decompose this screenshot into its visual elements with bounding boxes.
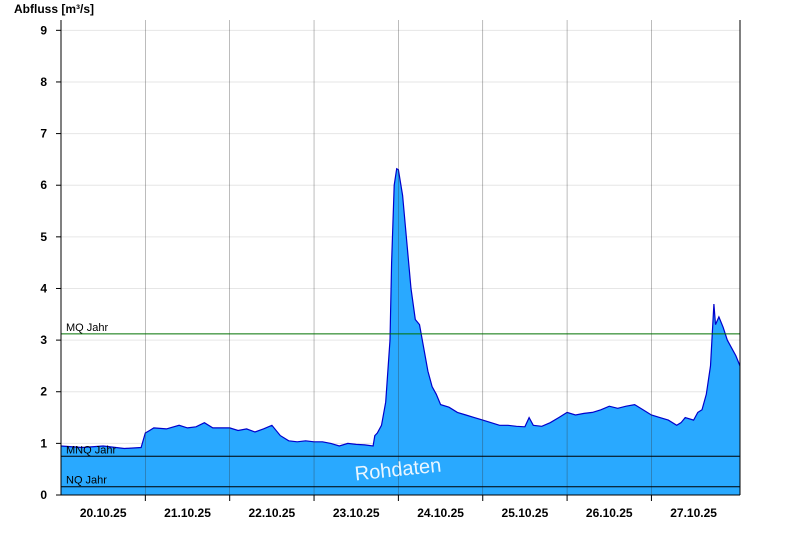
y-tick-label: 7 [40,127,47,141]
axes [60,20,741,496]
data-area [60,167,741,495]
y-tick-label: 0 [40,488,47,502]
day-separators [145,20,652,495]
y-tick-label: 1 [40,436,47,450]
reference-label: MQ Jahr [66,322,109,334]
x-ticks: 20.10.25 21.10.25 22.10.25 23.10.25 24.10.25… [80,495,717,520]
x-tick-label: 25.10.25 [502,506,549,520]
reference-lines: MQ Jahr MNQ Jahr NQ Jahr [61,322,740,488]
y-axis-title: Abfluss [m³/s] [14,2,94,16]
reference-label: NQ Jahr [66,475,107,487]
y-tick-label: 3 [40,333,47,347]
x-tick-label: 20.10.25 [80,506,127,520]
reference-label: MNQ Jahr [66,444,116,456]
y-tick-label: 2 [40,385,47,399]
series-line [60,167,741,450]
y-tick-label: 8 [40,75,47,89]
y-tick-label: 4 [40,281,47,295]
x-tick-label: 24.10.25 [417,506,464,520]
y-tick-label: 5 [40,230,47,244]
x-tick-label: 27.10.25 [670,506,717,520]
x-tick-label: 26.10.25 [586,506,633,520]
series-area [61,168,740,495]
y-tick-label: 6 [40,178,47,192]
y-ticks: 0 1 2 3 4 5 6 7 8 9 [40,23,61,502]
x-tick-label: 21.10.25 [164,506,211,520]
x-tick-label: 23.10.25 [333,506,380,520]
x-tick-label: 22.10.25 [249,506,296,520]
y-tick-label: 9 [40,23,47,37]
